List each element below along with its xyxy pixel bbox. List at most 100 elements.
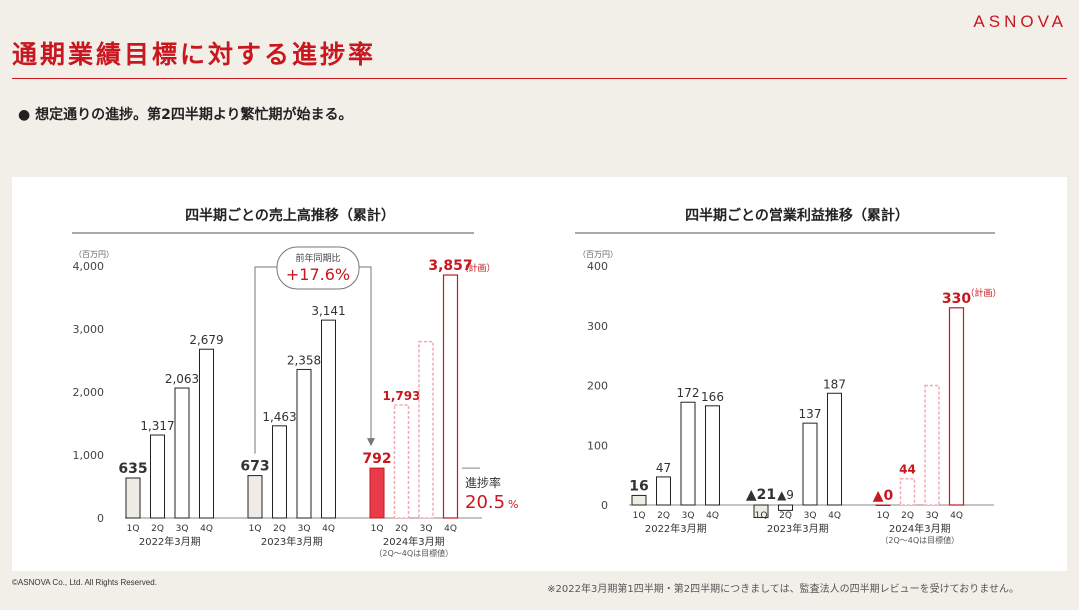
profit-quarter-label: 3Q xyxy=(682,511,695,521)
progress-label: 進捗率 xyxy=(465,475,501,490)
sales-data-label: 792 xyxy=(362,451,391,467)
yoy-callout-label: 前年同期比 xyxy=(295,252,340,264)
yoy-connector-right xyxy=(359,266,372,441)
profit-quarter-label: 4Q xyxy=(828,511,841,521)
yoy-arrow-head xyxy=(367,438,375,447)
sales-data-label: 3,141 xyxy=(311,304,345,318)
profit-group-label: 2023年3月期 xyxy=(767,522,829,535)
charts-panel: 四半期ごとの売上高推移（累計） （百万円） 4,000 3,000 2,000 1,000… xyxy=(12,177,1067,571)
sales-unit-label: （百万円） xyxy=(74,250,114,259)
sales-quarter-label: 3Q xyxy=(298,524,311,534)
sales-bar-3-undefined2 xyxy=(418,340,434,519)
sales-data-label: 2,063 xyxy=(165,372,199,386)
sales-group-label: 2024年3月期 xyxy=(383,535,445,548)
charts-svg: 四半期ごとの売上高推移（累計）（百万円）4,0003,0002,0001,000… xyxy=(72,207,1002,558)
profit-chart-title: 四半期ごとの営業利益推移（累計） xyxy=(685,207,909,224)
profit-plan-note: （計画） xyxy=(966,287,1002,299)
profit-quarter-label: 3Q xyxy=(926,511,939,521)
sales-bar-3-undefined3 xyxy=(442,274,459,519)
profit-ytick-label: 0 xyxy=(601,499,608,512)
sales-bar-1-undefined3 xyxy=(199,348,214,519)
sales-quarter-label: 4Q xyxy=(200,524,213,534)
sales-quarter-label: 2Q xyxy=(273,524,286,534)
sales-bar-1-undefined1 xyxy=(150,434,165,519)
profit-group-label: 2022年3月期 xyxy=(645,522,707,535)
progress-value: 20.5 xyxy=(465,492,505,513)
sales-data-label: 1,317 xyxy=(140,419,174,433)
profit-quarter-label: 1Q xyxy=(755,511,768,521)
profit-quarter-label: 4Q xyxy=(706,511,719,521)
profit-bar-3-undefined1 xyxy=(899,477,916,506)
sales-bar-2-undefined2 xyxy=(296,368,312,519)
page-title: 通期業績目標に対する進捗率 xyxy=(12,40,377,69)
sales-quarter-label: 3Q xyxy=(420,524,433,534)
profit-bar-1-undefined1 xyxy=(656,476,671,506)
profit-bar-2-undefined0 xyxy=(753,504,769,519)
yoy-callout-bubble xyxy=(276,246,360,290)
profit-data-label: ▲0 xyxy=(873,488,894,504)
summary-bullet: ● 想定通りの進捗。第2四半期より繁忙期が始まる。 xyxy=(18,107,353,123)
profit-data-label: 330 xyxy=(942,291,971,307)
profit-group-sublabel: （2Q～4Qは目標値） xyxy=(880,535,959,545)
profit-quarter-label: 2Q xyxy=(901,511,914,521)
sales-ytick-label: 2,000 xyxy=(73,386,105,399)
sales-bar-2-undefined1 xyxy=(272,425,287,519)
sales-data-label: 3,857 xyxy=(428,258,472,274)
profit-data-label: 172 xyxy=(677,386,700,400)
profit-data-label: 187 xyxy=(823,377,846,391)
sales-quarter-label: 4Q xyxy=(444,524,457,534)
sales-bar-1-undefined0 xyxy=(125,477,141,519)
sales-data-label: 2,679 xyxy=(189,333,223,347)
company-logo: ASNOVA xyxy=(973,12,1067,31)
profit-group-label: 2024年3月期 xyxy=(889,522,951,535)
profit-quarter-label: 4Q xyxy=(950,511,963,521)
title-divider xyxy=(12,78,1067,79)
profit-ytick-label: 100 xyxy=(587,439,608,452)
progress-unit: % xyxy=(508,498,518,511)
profit-unit-label: （百万円） xyxy=(578,250,618,259)
profit-bar-1-undefined3 xyxy=(705,405,720,506)
yoy-connector-left xyxy=(254,266,277,454)
sales-ytick-label: 0 xyxy=(97,512,104,525)
profit-quarter-label: 1Q xyxy=(633,511,646,521)
profit-quarter-label: 2Q xyxy=(657,511,670,521)
sales-ytick-label: 3,000 xyxy=(73,323,105,336)
sales-quarter-label: 2Q xyxy=(395,524,408,534)
sales-chart-title: 四半期ごとの売上高推移（累計） xyxy=(185,207,395,224)
profit-quarter-label: 3Q xyxy=(804,511,817,521)
profit-data-label: ▲21 xyxy=(746,487,776,503)
sales-group-label: 2022年3月期 xyxy=(139,535,201,548)
profit-data-label: 44 xyxy=(899,463,916,477)
profit-data-label: ▲9 xyxy=(777,488,794,502)
sales-data-label: 2,358 xyxy=(287,353,321,367)
sales-ytick-label: 4,000 xyxy=(73,260,105,273)
sales-ytick-label: 1,000 xyxy=(73,449,105,462)
footnote: ※2022年3月期第1四半期・第2四半期につきましては、監査法人の四半期レビュー… xyxy=(547,584,1019,595)
sales-quarter-label: 1Q xyxy=(127,524,140,534)
sales-group-sublabel: （2Q～4Qは目標値） xyxy=(374,548,453,558)
sales-group-label: 2023年3月期 xyxy=(261,535,323,548)
profit-bar-1-undefined2 xyxy=(680,401,696,506)
sales-bar-2-undefined0 xyxy=(247,475,263,519)
profit-ytick-label: 200 xyxy=(587,380,608,393)
profit-bar-1-undefined0 xyxy=(631,494,647,506)
sales-bar-3-undefined1 xyxy=(393,404,410,519)
profit-quarter-label: 2Q xyxy=(779,511,792,521)
profit-ytick-label: 400 xyxy=(587,260,608,273)
copyright: ©ASNOVA Co., Ltd. All Rights Reserved. xyxy=(12,578,157,587)
profit-data-label: 47 xyxy=(656,461,671,475)
sales-bar-2-undefined3 xyxy=(321,319,336,519)
sales-bar-1-undefined2 xyxy=(174,387,190,519)
sales-quarter-label: 2Q xyxy=(151,524,164,534)
profit-data-label: 16 xyxy=(629,478,648,494)
sales-data-label: 1,463 xyxy=(262,410,296,424)
profit-bar-2-undefined1 xyxy=(778,504,793,511)
sales-bar-3-undefined0 xyxy=(369,467,385,519)
profit-quarter-label: 1Q xyxy=(877,511,890,521)
sales-quarter-label: 1Q xyxy=(249,524,262,534)
sales-data-label: 635 xyxy=(118,461,147,477)
profit-data-label: 137 xyxy=(799,407,822,421)
sales-data-label: 673 xyxy=(240,459,269,475)
sales-quarter-label: 3Q xyxy=(176,524,189,534)
sales-plan-note: （計画） xyxy=(460,262,496,274)
